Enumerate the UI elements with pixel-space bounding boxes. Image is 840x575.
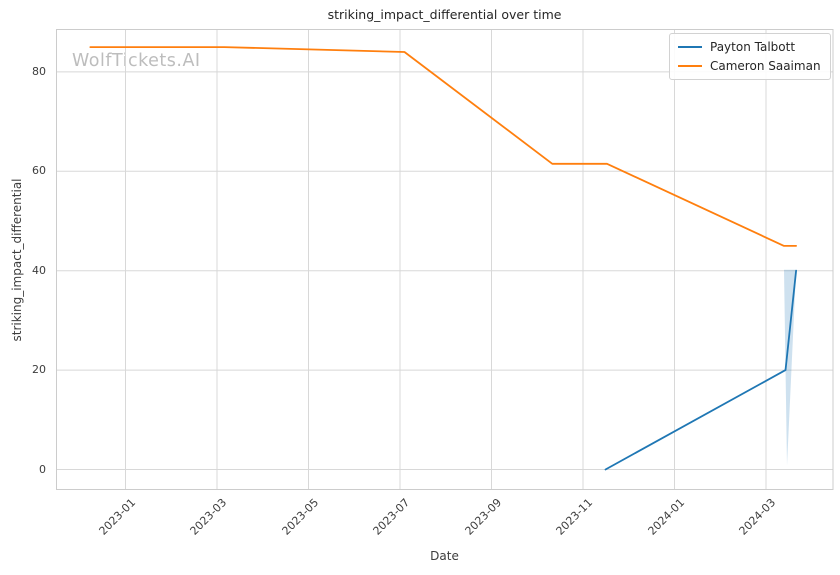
x-axis-label: Date	[430, 549, 459, 563]
legend-box: Payton Talbott Cameron Saaiman	[669, 33, 831, 80]
watermark-text: WolfTickets.AI	[72, 51, 201, 71]
legend-line-swatch	[678, 65, 702, 67]
legend-item-cameron-saaiman: Cameron Saaiman	[678, 58, 821, 74]
plot-border	[56, 29, 834, 490]
y-tick-label: 40	[32, 263, 46, 277]
chart-title: striking_impact_differential over time	[327, 7, 562, 22]
y-tick-label: 60	[32, 164, 46, 178]
y-tick-label: 0	[39, 462, 46, 476]
y-tick-label: 80	[32, 64, 46, 78]
legend-label: Cameron Saaiman	[710, 59, 821, 73]
series-line-payton-talbott	[604, 269, 797, 471]
y-tick-label: 20	[32, 363, 46, 377]
series-line-cameron-saaiman	[89, 46, 797, 247]
legend-line-swatch	[678, 46, 702, 48]
confidence-band-payton-talbott	[784, 269, 797, 466]
legend-item-payton-talbott: Payton Talbott	[678, 39, 821, 55]
legend-label: Payton Talbott	[710, 40, 796, 54]
